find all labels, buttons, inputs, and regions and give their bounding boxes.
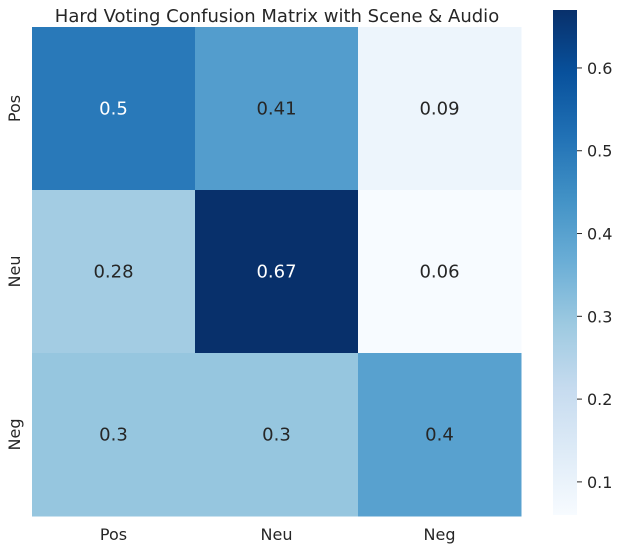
cell-value-label: 0.5 xyxy=(99,99,128,120)
heatmap-cell xyxy=(32,190,196,354)
cell-value-label: 0.67 xyxy=(256,262,296,283)
colorbar-tick-label: 0.2 xyxy=(587,390,612,409)
x-tick-label: Neg xyxy=(424,525,456,544)
cell-value-label: 0.09 xyxy=(419,99,459,120)
heatmap-cell-labels: 0.5 0.41 0.09 0.28 0.67 0.06 0.3 0.3 0.4 xyxy=(93,99,459,446)
heatmap-cell xyxy=(195,190,359,354)
colorbar-tick-label: 0.4 xyxy=(587,225,612,244)
colorbar-tick-label: 0.5 xyxy=(587,142,612,161)
x-tick-label: Pos xyxy=(100,525,127,544)
heatmap-cell xyxy=(195,27,359,191)
y-tick-label: Neg xyxy=(5,419,24,451)
colorbar-gradient xyxy=(553,10,577,515)
colorbar-tick-label: 0.6 xyxy=(587,59,612,78)
chart-title: Hard Voting Confusion Matrix with Scene … xyxy=(55,6,499,27)
colorbar-tick-label: 0.3 xyxy=(587,307,612,326)
cell-value-label: 0.4 xyxy=(425,425,454,446)
y-axis-ticks: Pos Neu Neg xyxy=(5,95,24,451)
y-tick-label: Pos xyxy=(5,95,24,122)
cell-value-label: 0.41 xyxy=(256,99,296,120)
heatmap-cell xyxy=(358,353,522,517)
y-tick-label: Neu xyxy=(5,256,24,288)
colorbar: 0.1 0.2 0.3 0.4 0.5 0.6 xyxy=(553,10,612,515)
x-axis-ticks: Pos Neu Neg xyxy=(100,525,456,544)
heatmap-cell xyxy=(358,190,522,354)
heatmap-cells xyxy=(32,27,522,517)
heatmap-cell xyxy=(32,27,196,191)
cell-value-label: 0.06 xyxy=(419,262,459,283)
cell-value-label: 0.3 xyxy=(99,425,128,446)
cell-value-label: 0.3 xyxy=(262,425,291,446)
heatmap-cell xyxy=(32,353,196,517)
heatmap-cell xyxy=(195,353,359,517)
heatmap-cell xyxy=(358,27,522,191)
cell-value-label: 0.28 xyxy=(93,262,133,283)
x-tick-label: Neu xyxy=(261,525,293,544)
colorbar-tick-label: 0.1 xyxy=(587,473,612,492)
